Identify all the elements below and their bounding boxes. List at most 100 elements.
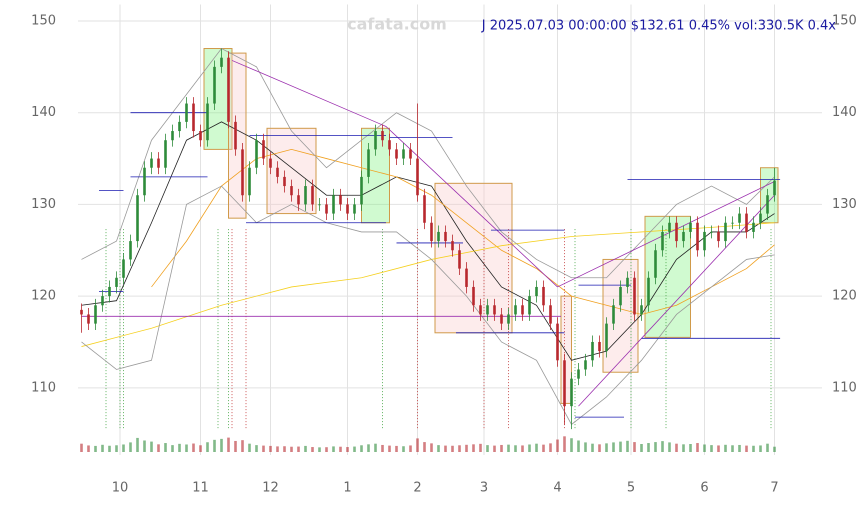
- volume-bar: [157, 444, 160, 452]
- overlay-line: [81, 48, 775, 279]
- x-tick-label: 6: [700, 481, 708, 496]
- volume-bar: [311, 447, 314, 452]
- volume-bar: [542, 444, 545, 452]
- overlay-line: [81, 185, 775, 426]
- y-tick-label-right: 120: [832, 289, 857, 304]
- volume-bar: [500, 444, 503, 452]
- candle-body: [297, 195, 300, 205]
- volume-bar: [486, 445, 489, 452]
- candle-body: [269, 158, 272, 168]
- volume-bar: [101, 444, 104, 452]
- volume-bar: [759, 445, 762, 452]
- candle-body: [696, 222, 699, 251]
- volume-bar: [549, 443, 552, 452]
- volume-bar: [339, 446, 342, 452]
- volume-bar: [507, 444, 510, 452]
- volume-bar: [360, 445, 363, 452]
- volume-bar: [374, 443, 377, 452]
- candle-body: [465, 268, 468, 287]
- levels: [81, 112, 781, 418]
- candle-body: [248, 167, 251, 196]
- candle-body: [423, 195, 426, 223]
- volume-bar: [591, 443, 594, 452]
- zone-box: [760, 167, 779, 224]
- candle-body: [759, 213, 762, 223]
- candle-body: [339, 195, 342, 205]
- volume-bar: [255, 445, 258, 452]
- y-tick-label: 120: [31, 289, 56, 304]
- volume-bar: [241, 440, 244, 452]
- candle-body: [738, 213, 741, 223]
- candle-body: [570, 378, 573, 407]
- candle-body: [703, 231, 706, 251]
- candle-body: [535, 286, 538, 297]
- candle-body: [395, 149, 398, 159]
- volume-bar: [612, 442, 615, 452]
- volume-bar: [570, 438, 573, 452]
- volume-bar: [192, 443, 195, 452]
- candle-body: [563, 360, 566, 407]
- candle-body: [227, 57, 230, 122]
- volume-bar: [465, 444, 468, 452]
- chart-title: J 2025.07.03 00:00:00 $132.61 0.45% vol:…: [481, 19, 837, 34]
- candle-body: [241, 149, 244, 196]
- candle-body: [437, 231, 440, 242]
- candle-body: [451, 241, 454, 251]
- volume-bar: [640, 444, 643, 452]
- candles: [80, 48, 776, 430]
- candle-body: [654, 250, 657, 278]
- volume-bar: [199, 445, 202, 452]
- volume-bar: [577, 440, 580, 452]
- candle-body: [472, 286, 475, 306]
- boxes: [203, 48, 779, 404]
- volume-bar: [528, 444, 531, 452]
- y-tick-label: 140: [31, 105, 56, 120]
- volume-bar: [521, 445, 524, 452]
- candle-body: [542, 286, 545, 306]
- volume-bar: [129, 442, 132, 452]
- volume-bar: [661, 441, 664, 452]
- candle-body: [640, 305, 643, 315]
- volume-bar: [164, 443, 167, 452]
- volume: [80, 436, 776, 452]
- candle-body: [150, 158, 153, 168]
- volume-bar: [234, 440, 237, 452]
- candle-body: [493, 305, 496, 315]
- candle-body: [115, 277, 118, 287]
- volume-bar: [514, 445, 517, 452]
- candle-body: [500, 314, 503, 324]
- candle-body: [591, 341, 594, 361]
- volume-bar: [409, 445, 412, 452]
- candle-body: [507, 314, 510, 324]
- zone-box: [560, 295, 572, 404]
- candle-body: [108, 286, 111, 297]
- volume-bar: [206, 442, 209, 452]
- volume-bar: [227, 437, 230, 452]
- candle-body: [164, 140, 167, 168]
- candle-body: [276, 167, 279, 177]
- volume-bar: [290, 446, 293, 452]
- candle-body: [668, 222, 671, 232]
- overlay-line: [231, 60, 558, 288]
- candle-body: [647, 277, 650, 306]
- volume-bar: [472, 444, 475, 452]
- candle-body: [206, 103, 209, 141]
- volume-bar: [647, 443, 650, 452]
- y-tick-label-right: 110: [832, 380, 857, 395]
- volume-bar: [493, 445, 496, 452]
- x-tick-label: 12: [262, 481, 279, 496]
- volume-bar: [556, 439, 559, 452]
- y-tick-label-right: 130: [832, 197, 857, 212]
- candle-body: [577, 369, 580, 379]
- x-tick-label: 4: [553, 481, 561, 496]
- candle-body: [402, 149, 405, 159]
- candle-body: [157, 158, 160, 168]
- candle-body: [556, 323, 559, 361]
- candle-body: [143, 167, 146, 196]
- candle-body: [129, 241, 132, 260]
- volume-bar: [584, 442, 587, 452]
- candle-body: [178, 121, 181, 132]
- y-tick-label: 130: [31, 197, 56, 212]
- volume-bar: [297, 446, 300, 452]
